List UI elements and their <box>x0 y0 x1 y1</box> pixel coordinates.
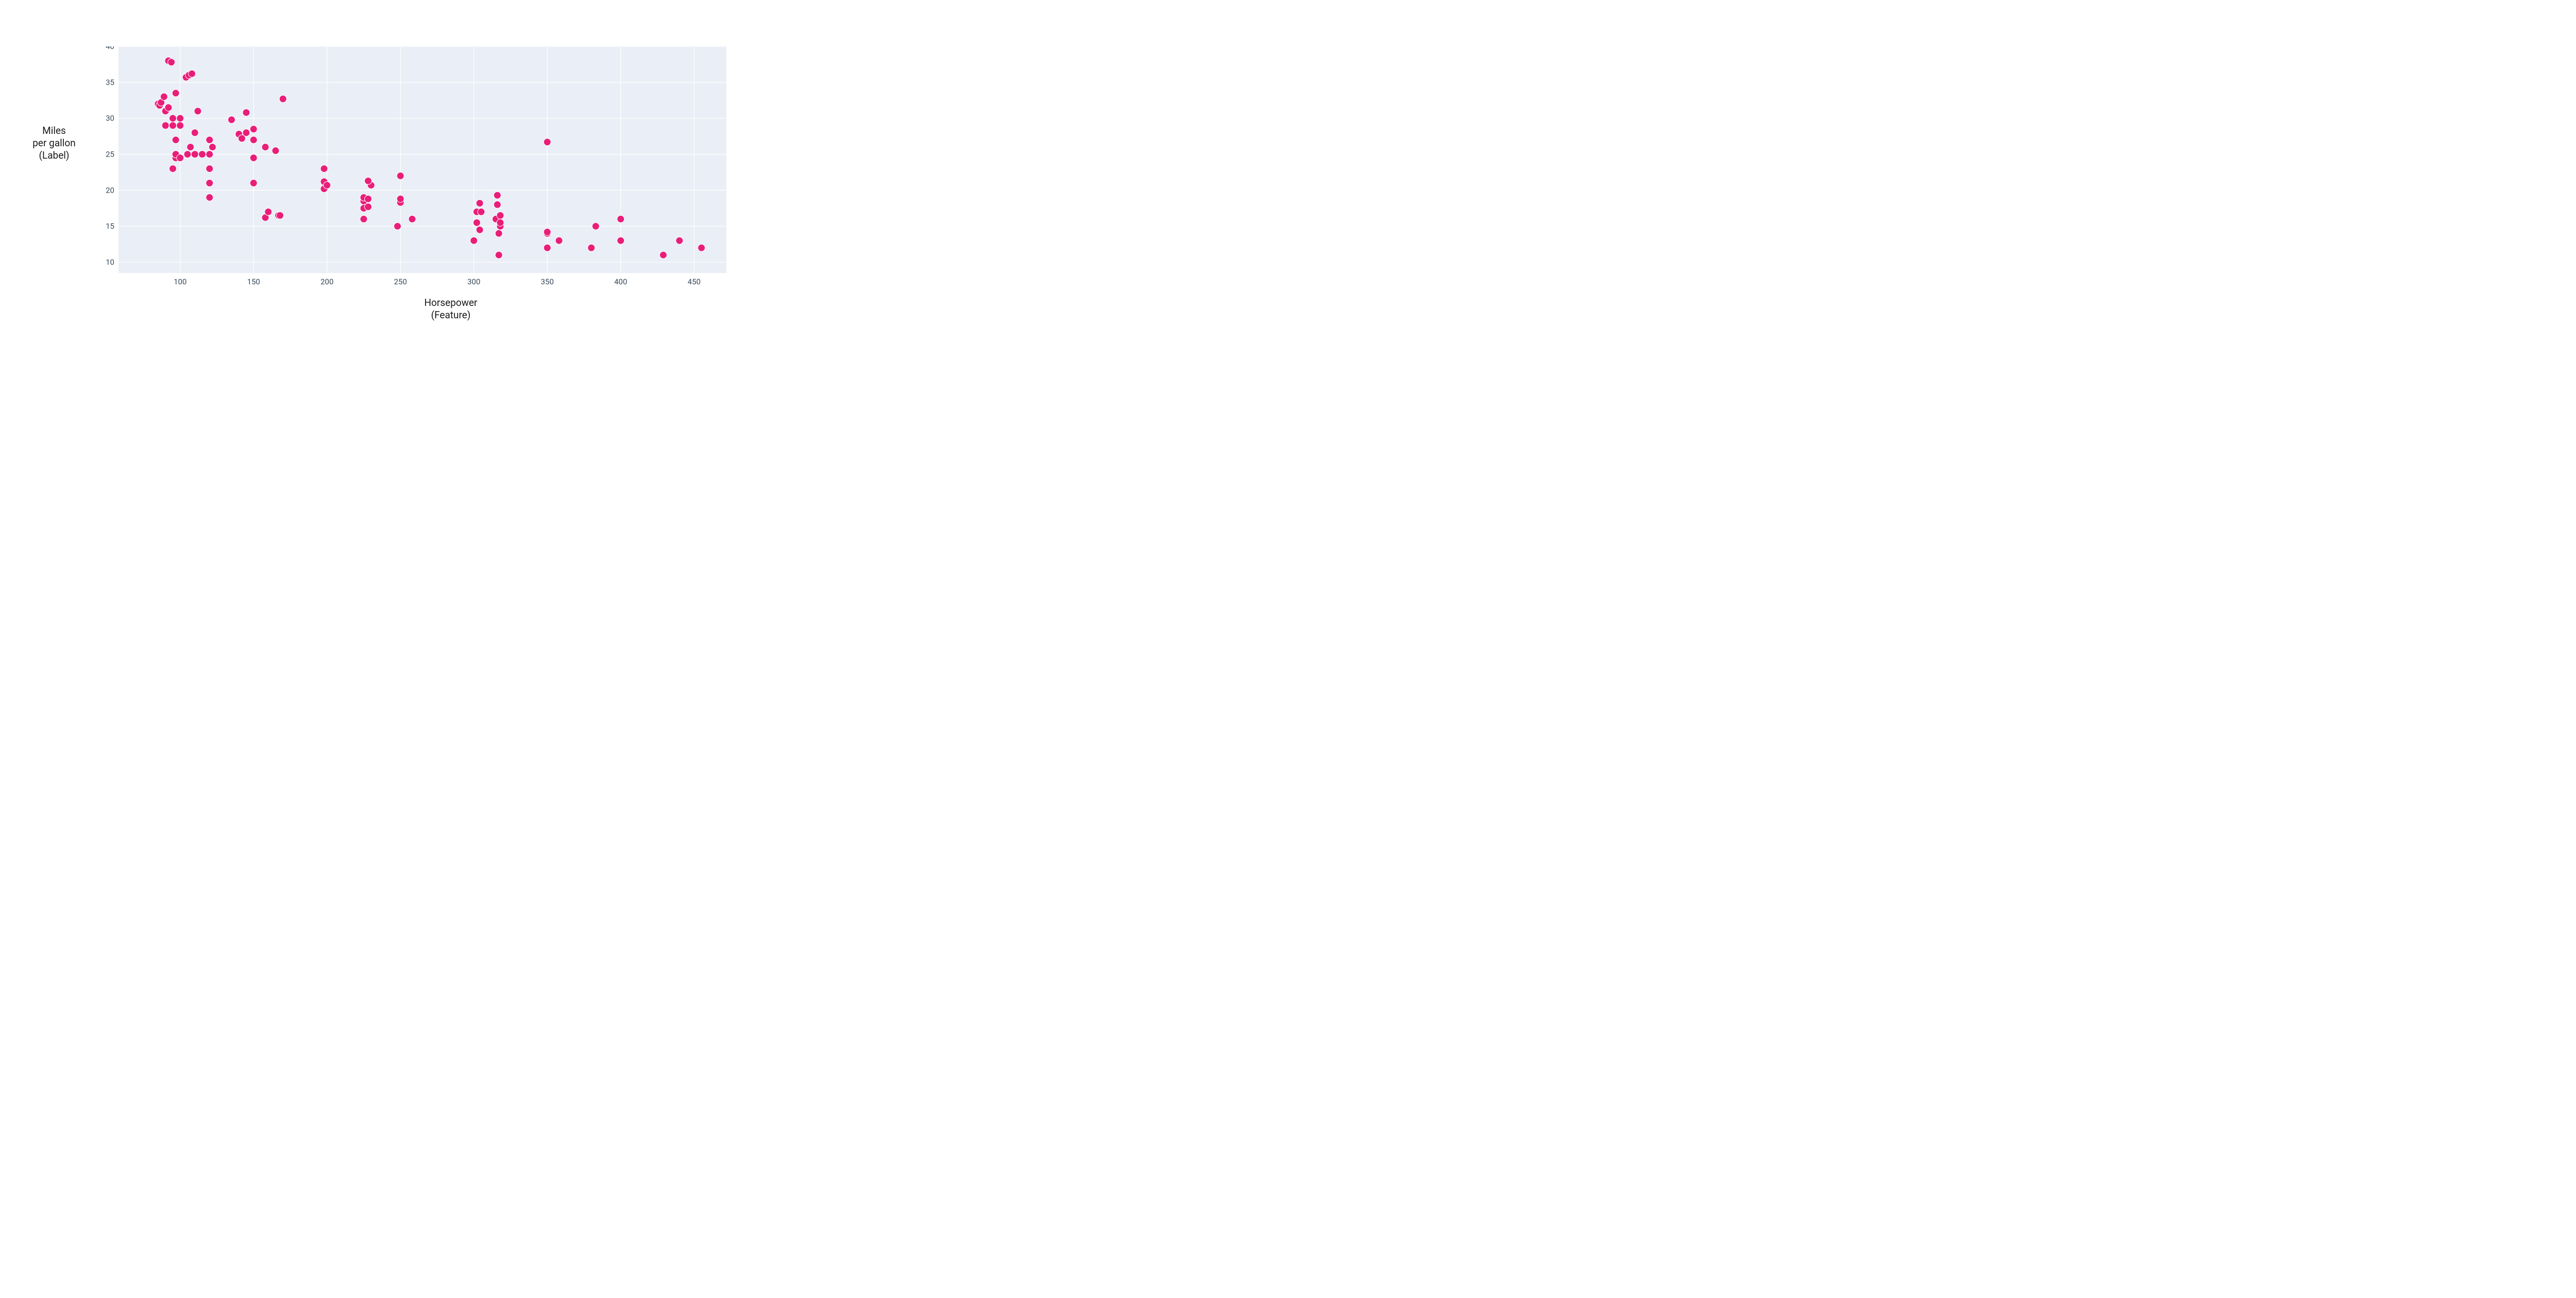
y-tick-label: 30 <box>106 114 114 123</box>
data-point <box>497 219 504 226</box>
data-point <box>169 115 176 122</box>
data-point <box>206 136 213 144</box>
data-point <box>473 219 480 226</box>
y-axis-label-line3: (Label) <box>21 149 88 162</box>
data-point <box>494 192 501 199</box>
data-point <box>494 201 501 208</box>
data-point <box>206 151 213 158</box>
x-tick-label: 450 <box>688 277 701 286</box>
data-point <box>495 251 502 259</box>
data-point <box>165 104 172 111</box>
data-point <box>698 244 705 251</box>
data-point <box>162 122 169 129</box>
data-point <box>206 179 213 186</box>
data-point <box>177 115 184 122</box>
x-tick-label: 300 <box>467 277 480 286</box>
data-point <box>168 59 175 66</box>
data-point <box>365 177 372 184</box>
data-point <box>160 93 167 100</box>
data-point <box>676 237 683 244</box>
data-point <box>659 251 667 259</box>
data-point <box>206 194 213 201</box>
x-tick-label: 100 <box>174 277 187 286</box>
data-point <box>277 212 284 219</box>
data-point <box>250 155 257 162</box>
x-axis-label-line2: (Feature) <box>98 309 804 321</box>
data-point <box>470 237 478 244</box>
y-axis-label: Miles per gallon (Label) <box>21 125 88 161</box>
y-axis-label-line1: Miles <box>21 125 88 137</box>
data-point <box>409 215 416 223</box>
data-point <box>209 144 216 151</box>
data-point <box>189 70 196 77</box>
data-point <box>365 195 372 202</box>
data-point <box>169 165 176 172</box>
x-axis-label-line1: Horsepower <box>98 297 804 309</box>
data-point <box>265 208 272 215</box>
data-point <box>365 203 372 210</box>
data-point <box>191 151 198 158</box>
data-point <box>191 129 198 136</box>
data-point <box>250 126 257 133</box>
data-point <box>397 172 404 179</box>
x-tick-label: 400 <box>614 277 627 286</box>
data-point <box>397 195 404 202</box>
data-point <box>172 90 179 97</box>
data-point <box>544 244 551 251</box>
x-tick-label: 150 <box>247 277 260 286</box>
data-point <box>187 144 194 151</box>
data-point <box>617 237 624 244</box>
data-point <box>320 165 328 172</box>
y-tick-label: 40 <box>106 46 114 51</box>
data-point <box>592 223 599 230</box>
data-point <box>172 136 179 144</box>
data-point <box>476 226 483 233</box>
y-axis-label-line2: per gallon <box>21 137 88 149</box>
plot-background <box>118 46 726 273</box>
data-point <box>588 244 595 251</box>
y-tick-label: 35 <box>106 78 114 87</box>
data-point <box>228 116 235 123</box>
y-tick-label: 20 <box>106 185 114 195</box>
data-point <box>243 129 250 136</box>
data-point <box>262 144 269 151</box>
data-point <box>544 228 551 235</box>
data-point <box>243 109 250 116</box>
x-axis-label: Horsepower (Feature) <box>98 297 804 321</box>
data-point <box>272 147 279 155</box>
scatter-plot: 100 150 200 250 300 350 400 450 10 15 20 25 30 35 40 <box>98 46 737 294</box>
data-point <box>617 215 624 223</box>
data-point <box>555 237 563 244</box>
data-point <box>394 223 401 230</box>
data-point <box>206 165 213 172</box>
data-point <box>177 122 184 129</box>
data-point <box>184 151 191 158</box>
data-point <box>194 108 201 115</box>
data-point <box>250 136 257 144</box>
data-point <box>495 230 502 237</box>
data-point <box>497 212 504 219</box>
y-tick-label: 25 <box>106 150 114 159</box>
data-point <box>279 95 286 103</box>
data-point <box>177 155 184 162</box>
y-tick-label: 10 <box>106 258 114 267</box>
data-point <box>198 151 206 158</box>
data-point <box>360 215 367 223</box>
data-point <box>478 208 485 215</box>
x-tick-label: 250 <box>394 277 407 286</box>
data-point <box>476 200 483 207</box>
data-point <box>324 182 331 189</box>
data-point <box>544 139 551 146</box>
y-tick-label: 15 <box>106 221 114 231</box>
x-tick-label: 200 <box>320 277 333 286</box>
data-point <box>169 122 176 129</box>
data-point <box>250 179 257 186</box>
x-tick-label: 350 <box>541 277 554 286</box>
